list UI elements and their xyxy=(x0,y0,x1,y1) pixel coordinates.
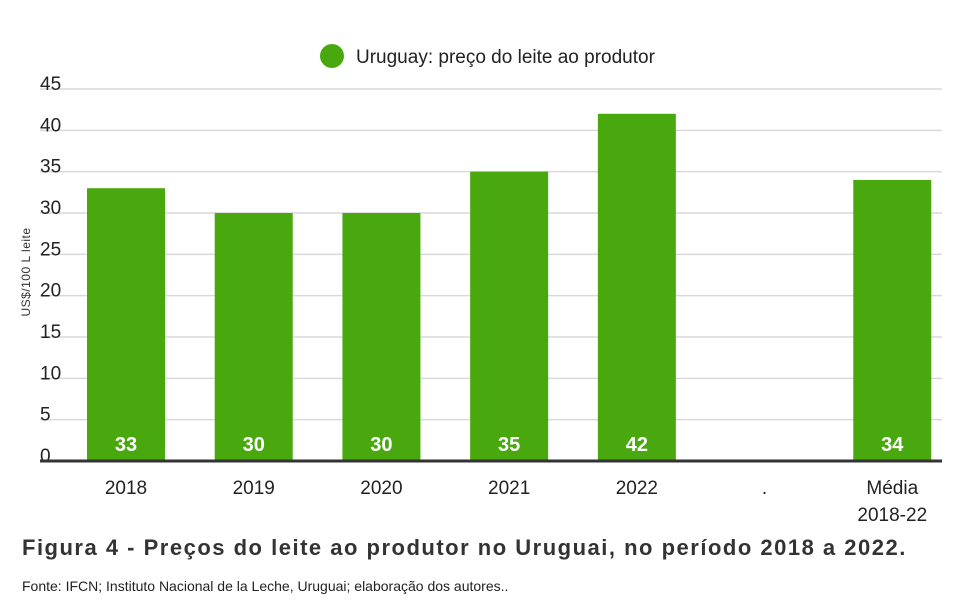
y-tick-label: 35 xyxy=(40,157,61,178)
chart-legend: Uruguay: preço do leite ao produtor xyxy=(320,44,656,68)
y-tick-label: 25 xyxy=(40,239,61,260)
x-tick-label: 2018-22 xyxy=(857,505,927,526)
y-tick-label: 45 xyxy=(40,74,61,95)
x-axis-categories: 2018 2019 2020 2021 2022. Média 2018-22 xyxy=(105,478,927,526)
bars: 33 30 30 35 42 34 xyxy=(87,113,932,462)
bar xyxy=(470,171,549,461)
y-tick-label: 10 xyxy=(40,363,61,384)
x-tick-label: 2021 xyxy=(488,478,530,499)
bar-data-label: 30 xyxy=(370,434,392,456)
y-tick-label: 15 xyxy=(40,322,61,343)
y-tick-label: 20 xyxy=(40,281,61,302)
y-axis-ticks: 0 5 10 15 20 25 30 35 40 45 xyxy=(40,74,61,467)
bar xyxy=(342,213,421,461)
y-tick-label: 30 xyxy=(40,198,61,219)
x-tick-label: . xyxy=(762,478,767,499)
bar-data-label: 42 xyxy=(626,434,648,456)
bar-data-label: 34 xyxy=(881,434,904,456)
y-tick-label: 0 xyxy=(40,446,51,467)
bar-data-label: 33 xyxy=(115,434,137,456)
y-axis-label: US$/100 L leite xyxy=(19,227,33,316)
x-tick-label: 2018 xyxy=(105,478,147,499)
bar xyxy=(597,113,676,462)
legend-label: Uruguay: preço do leite ao produtor xyxy=(356,47,656,68)
source-note: Fonte: IFCN; Instituto Nacional de la Le… xyxy=(22,578,509,594)
bar-data-label: 30 xyxy=(243,434,265,456)
legend-swatch xyxy=(320,44,344,68)
bar xyxy=(214,213,293,461)
y-tick-label: 5 xyxy=(40,405,51,426)
bar-chart: Uruguay: preço do leite ao produtor US$/… xyxy=(19,44,942,526)
x-tick-label: Média xyxy=(866,478,918,499)
figure-caption: Figura 4 - Preços do leite ao produtor n… xyxy=(22,535,907,560)
bar xyxy=(853,179,932,461)
y-tick-label: 40 xyxy=(40,115,61,136)
x-tick-label: 2019 xyxy=(233,478,275,499)
bar xyxy=(87,188,165,461)
x-tick-label: 2020 xyxy=(360,478,402,499)
x-tick-label: 2022 xyxy=(616,478,658,499)
bar-data-label: 35 xyxy=(498,434,520,456)
